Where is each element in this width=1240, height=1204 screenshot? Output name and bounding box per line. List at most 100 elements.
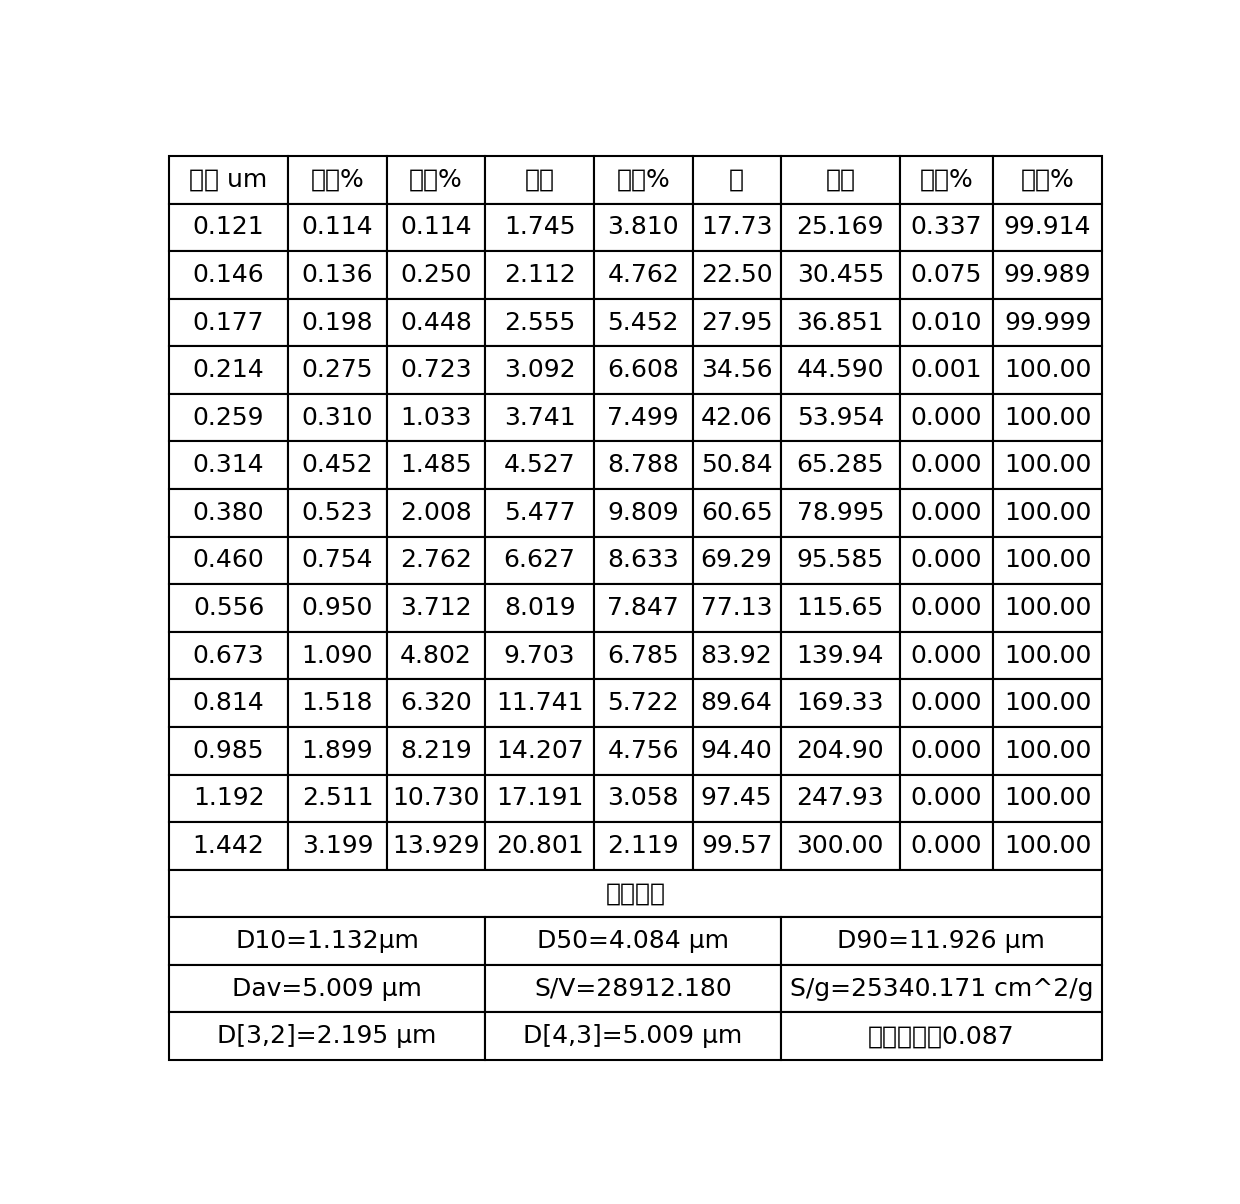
Text: 累积%: 累积% <box>409 167 463 191</box>
Text: D90=11.926 μm: D90=11.926 μm <box>837 929 1045 954</box>
Text: 53.954: 53.954 <box>796 406 884 430</box>
Bar <box>900 203 993 252</box>
Text: 7.499: 7.499 <box>608 406 680 430</box>
Text: 4.756: 4.756 <box>608 739 680 763</box>
Text: 0.000: 0.000 <box>911 644 982 667</box>
Text: 100.00: 100.00 <box>1004 786 1091 810</box>
Text: 1.518: 1.518 <box>301 691 373 715</box>
Bar <box>781 157 900 203</box>
Bar <box>900 157 993 203</box>
Text: S/g=25340.171 cm^2/g: S/g=25340.171 cm^2/g <box>790 976 1094 1001</box>
Text: 0.310: 0.310 <box>301 406 373 430</box>
Text: 4.802: 4.802 <box>401 644 472 667</box>
Text: 42.06: 42.06 <box>701 406 773 430</box>
Bar <box>169 964 485 1013</box>
Bar <box>169 917 485 964</box>
Text: 0.314: 0.314 <box>192 453 264 477</box>
Text: 8.019: 8.019 <box>503 596 575 620</box>
Bar <box>387 394 485 442</box>
Text: 36.851: 36.851 <box>796 311 884 335</box>
Text: 0.000: 0.000 <box>911 786 982 810</box>
Bar <box>485 252 594 299</box>
Text: 0.121: 0.121 <box>192 216 264 240</box>
Text: 0.814: 0.814 <box>192 691 264 715</box>
Text: 99.57: 99.57 <box>701 834 773 858</box>
Bar <box>692 584 781 632</box>
Bar <box>169 347 288 394</box>
Bar <box>781 822 900 869</box>
Bar <box>993 727 1102 774</box>
Bar <box>288 727 387 774</box>
Text: 8.219: 8.219 <box>401 739 471 763</box>
Text: 0.673: 0.673 <box>192 644 264 667</box>
Bar <box>485 727 594 774</box>
Bar <box>993 157 1102 203</box>
Text: 1.192: 1.192 <box>192 786 264 810</box>
Text: 0.000: 0.000 <box>911 453 982 477</box>
Text: 0.114: 0.114 <box>401 216 471 240</box>
Text: 9.703: 9.703 <box>503 644 575 667</box>
Bar <box>781 252 900 299</box>
Text: 44.590: 44.590 <box>796 358 884 382</box>
Text: 0.010: 0.010 <box>911 311 982 335</box>
Text: 粒径 um: 粒径 um <box>190 167 268 191</box>
Text: 0.275: 0.275 <box>301 358 373 382</box>
Bar <box>387 774 485 822</box>
Text: 4.527: 4.527 <box>503 453 575 477</box>
Text: 频率%: 频率% <box>920 167 973 191</box>
Bar <box>288 584 387 632</box>
Text: 100.00: 100.00 <box>1004 596 1091 620</box>
Bar <box>900 299 993 347</box>
Bar <box>169 489 288 537</box>
Bar <box>288 632 387 679</box>
Text: 99.999: 99.999 <box>1004 311 1091 335</box>
Text: 3.092: 3.092 <box>503 358 575 382</box>
Text: 0.380: 0.380 <box>192 501 264 525</box>
Text: 拟和误差：0.087: 拟和误差：0.087 <box>868 1025 1014 1049</box>
Bar <box>781 442 900 489</box>
Bar <box>288 347 387 394</box>
Text: 8.788: 8.788 <box>608 453 680 477</box>
Text: 2.119: 2.119 <box>608 834 680 858</box>
Bar <box>288 442 387 489</box>
Text: 5.452: 5.452 <box>608 311 680 335</box>
Text: 247.93: 247.93 <box>796 786 884 810</box>
Text: 0.460: 0.460 <box>192 549 264 572</box>
Text: 频率%: 频率% <box>310 167 365 191</box>
Text: 13.929: 13.929 <box>392 834 480 858</box>
Text: 粒径: 粒径 <box>525 167 554 191</box>
Bar <box>387 442 485 489</box>
Bar <box>900 394 993 442</box>
Text: 0.000: 0.000 <box>911 501 982 525</box>
Bar <box>692 252 781 299</box>
Text: 7.847: 7.847 <box>608 596 680 620</box>
Bar <box>900 489 993 537</box>
Text: 0.001: 0.001 <box>911 358 982 382</box>
Text: 9.809: 9.809 <box>608 501 680 525</box>
Bar <box>993 822 1102 869</box>
Text: 10.730: 10.730 <box>392 786 480 810</box>
Bar <box>900 347 993 394</box>
Bar <box>169 584 288 632</box>
Text: 0.337: 0.337 <box>911 216 982 240</box>
Bar <box>692 537 781 584</box>
Bar <box>594 584 692 632</box>
Bar <box>169 252 288 299</box>
Text: 6.320: 6.320 <box>401 691 471 715</box>
Text: 34.56: 34.56 <box>701 358 773 382</box>
Text: 3.810: 3.810 <box>608 216 680 240</box>
Text: 14.207: 14.207 <box>496 739 583 763</box>
Bar <box>169 1013 485 1060</box>
Bar <box>781 394 900 442</box>
Bar <box>387 157 485 203</box>
Text: 0.250: 0.250 <box>401 262 471 287</box>
Bar <box>594 394 692 442</box>
Bar <box>169 679 288 727</box>
Bar <box>781 584 900 632</box>
Bar <box>485 964 781 1013</box>
Bar <box>485 774 594 822</box>
Text: 1.090: 1.090 <box>301 644 373 667</box>
Bar <box>900 679 993 727</box>
Bar <box>594 537 692 584</box>
Text: 0.985: 0.985 <box>192 739 264 763</box>
